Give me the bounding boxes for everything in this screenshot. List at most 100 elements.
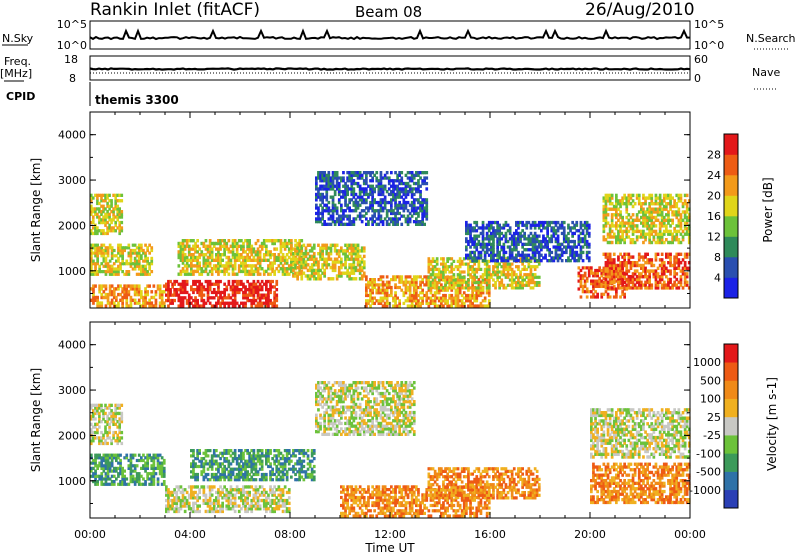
power-cell <box>590 279 593 283</box>
power-cell <box>223 288 226 292</box>
power-cell <box>650 232 654 236</box>
power-cell <box>410 190 414 194</box>
power-cell <box>446 278 449 282</box>
power-cell <box>333 176 337 180</box>
power-cell <box>433 273 437 277</box>
power-cell <box>262 296 266 300</box>
power-cell <box>490 220 493 225</box>
power-cell <box>679 215 683 220</box>
power-cell <box>621 261 624 265</box>
velocity-cell <box>100 420 103 424</box>
power-cell <box>283 239 287 243</box>
power-cell <box>640 283 643 287</box>
power-cell <box>365 192 368 197</box>
power-cell <box>373 301 376 305</box>
velocity-cell <box>120 430 124 435</box>
power-cell <box>365 179 368 183</box>
power-cell <box>252 264 256 268</box>
power-cell <box>340 271 343 275</box>
power-cell <box>665 218 668 222</box>
power-cell <box>344 254 347 259</box>
power-cell <box>498 270 501 274</box>
power-cell <box>465 229 468 233</box>
power-cell <box>681 266 685 270</box>
power-cell <box>183 244 187 248</box>
power-cell <box>619 226 622 231</box>
power-cell <box>446 299 449 303</box>
power-cell <box>510 242 514 246</box>
power-cell <box>116 193 119 197</box>
power-cell <box>448 265 451 269</box>
power-cell <box>252 279 256 284</box>
power-cell <box>412 280 416 284</box>
velocity-cell <box>92 458 95 463</box>
power-cell <box>231 264 235 268</box>
power-cell <box>135 292 139 297</box>
power-cell <box>556 242 560 246</box>
power-cell <box>102 264 106 268</box>
velocity-cell <box>100 406 103 410</box>
power-cell <box>490 256 493 260</box>
power-cell <box>140 254 143 258</box>
power-cell <box>675 202 679 206</box>
power-cell <box>417 222 420 226</box>
power-cell <box>121 254 124 258</box>
power-cell <box>129 259 133 263</box>
power-cell <box>194 244 197 248</box>
power-cell <box>377 222 381 226</box>
power-cell <box>448 257 451 261</box>
power-cell <box>94 212 97 216</box>
power-cell <box>212 258 216 262</box>
power-cell <box>560 259 564 263</box>
power-cell <box>340 263 343 267</box>
power-cell <box>194 279 197 284</box>
power-cell <box>660 224 664 228</box>
power-cell <box>627 275 631 279</box>
power-cell <box>523 223 526 227</box>
power-cell <box>456 285 460 290</box>
power-cell <box>619 295 622 299</box>
power-colorbar-tick: 8 <box>714 251 721 264</box>
power-cell <box>558 248 562 252</box>
power-cell <box>104 223 107 227</box>
power-cell <box>142 264 145 268</box>
power-cell <box>310 271 314 275</box>
power-cell <box>390 200 393 205</box>
power-cell <box>119 243 122 247</box>
power-cell <box>290 243 293 247</box>
power-cell <box>106 254 110 258</box>
power-cell <box>656 232 660 236</box>
power-cell <box>669 224 672 228</box>
power-cell <box>433 278 437 282</box>
power-cell <box>444 296 447 300</box>
power-cell <box>137 264 141 268</box>
power-cell <box>219 279 222 284</box>
power-cell <box>587 259 591 263</box>
power-cell <box>190 269 193 274</box>
power-cell <box>460 283 464 287</box>
power-colorbar-swatch <box>724 236 738 258</box>
power-cell <box>315 181 318 186</box>
power-cell <box>285 269 289 274</box>
power-cell <box>462 291 466 295</box>
power-cell <box>354 192 358 197</box>
power-cell <box>625 263 629 268</box>
power-cell <box>679 283 683 287</box>
power-cell <box>204 269 208 274</box>
power-cell <box>177 304 181 308</box>
power-cell <box>608 224 612 228</box>
power-cell <box>583 220 587 225</box>
power-cell <box>573 256 576 260</box>
power-cell <box>92 207 95 211</box>
power-cell <box>96 248 99 253</box>
power-cell <box>452 281 456 285</box>
power-cell <box>512 245 516 249</box>
power-cell <box>227 258 231 262</box>
velocity-cell <box>118 406 121 410</box>
power-cell <box>221 264 224 268</box>
power-cell <box>375 209 379 213</box>
power-cell <box>125 262 129 266</box>
power-cell <box>92 290 95 294</box>
power-cell <box>656 240 660 245</box>
